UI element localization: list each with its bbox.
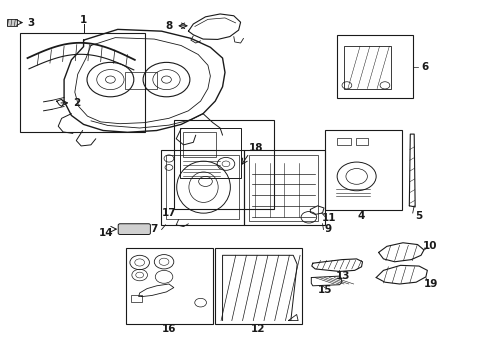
Text: 14: 14 [99, 228, 113, 238]
Bar [180, 128, 241, 178]
Text: 6: 6 [421, 62, 427, 72]
Bar [125, 72, 157, 89]
Bar [355, 138, 367, 145]
Text: 12: 12 [250, 324, 264, 334]
Bar [344, 46, 390, 89]
Text: 13: 13 [336, 271, 350, 281]
Bar [126, 248, 213, 324]
Text: 9: 9 [324, 225, 331, 234]
Bar [173, 120, 273, 209]
Bar [336, 138, 350, 145]
Bar [325, 130, 401, 211]
Text: 8: 8 [165, 21, 172, 31]
Text: 4: 4 [357, 211, 365, 221]
Text: 19: 19 [423, 279, 437, 289]
Bar [244, 149, 325, 225]
Text: 7: 7 [150, 225, 158, 234]
Bar [182, 132, 215, 157]
Text: 3: 3 [28, 18, 35, 28]
Bar [20, 33, 144, 132]
Bar [336, 35, 412, 98]
Text: 17: 17 [162, 208, 176, 218]
Bar [160, 149, 244, 225]
Text: 11: 11 [321, 213, 335, 222]
Text: 5: 5 [415, 211, 422, 221]
FancyBboxPatch shape [118, 224, 150, 234]
Text: 15: 15 [317, 285, 331, 295]
Text: 18: 18 [248, 143, 263, 153]
Text: 2: 2 [73, 98, 80, 108]
Text: 1: 1 [80, 15, 87, 26]
Text: 16: 16 [162, 324, 176, 334]
Bar [131, 296, 142, 302]
Text: 10: 10 [422, 241, 436, 251]
Bar [249, 155, 317, 221]
Bar [215, 248, 302, 324]
Bar [166, 155, 238, 220]
FancyBboxPatch shape [6, 19, 17, 26]
